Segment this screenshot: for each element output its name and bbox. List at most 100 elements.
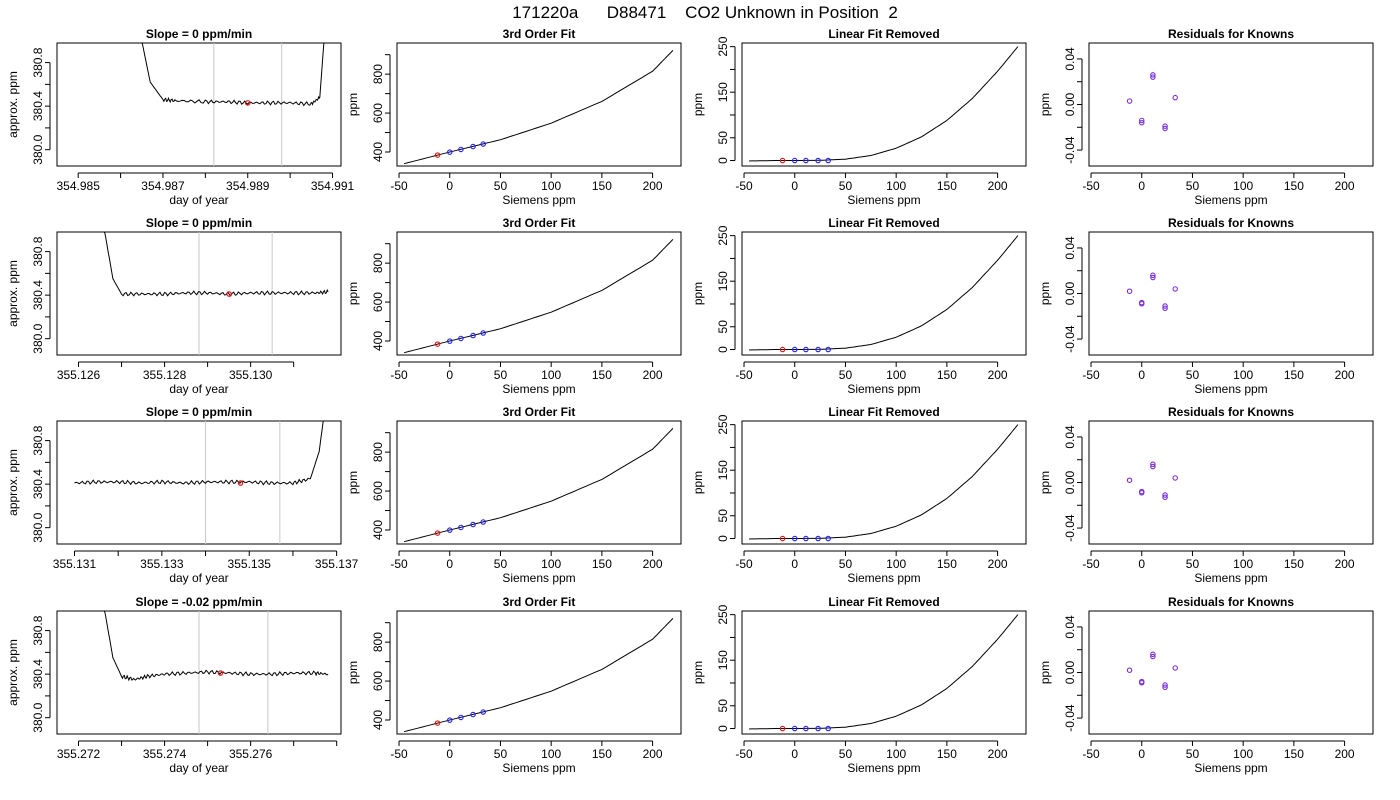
panel-title: Slope = 0 ppm/min	[146, 27, 252, 41]
panel-title: Slope = -0.02 ppm/min	[135, 595, 262, 609]
data-point	[1150, 272, 1156, 279]
y-tick-label: 400	[371, 710, 385, 730]
data-line	[103, 610, 329, 682]
data-point	[803, 725, 809, 732]
data-point	[1172, 94, 1178, 101]
data-point	[803, 346, 809, 353]
x-tick-label: 200	[1335, 747, 1355, 761]
data-point	[1172, 286, 1178, 292]
data-point	[1172, 475, 1178, 481]
data-point	[1162, 492, 1168, 498]
x-tick-label: 200	[988, 747, 1008, 761]
y-tick-label: 0	[716, 346, 730, 353]
x-tick-label: 50	[494, 179, 508, 193]
x-tick-label: 50	[839, 557, 853, 571]
data-line	[749, 424, 1019, 540]
x-axis-label: Siemens ppm	[502, 382, 575, 396]
x-tick-label: 100	[886, 747, 906, 761]
data-point	[1162, 682, 1168, 688]
plot-frame	[56, 420, 342, 545]
x-tick-label: 50	[839, 747, 853, 761]
y-tick-label: 50	[716, 509, 730, 523]
x-tick-label: 100	[886, 179, 906, 193]
data-point	[470, 143, 476, 150]
data-point	[825, 535, 831, 542]
panel-r3-c2: 3rd Order Fit -50 0 50 100 150 200 Siemens ppm 4…	[346, 405, 682, 585]
data-point	[815, 725, 821, 732]
panel-r4-c4: Residuals for Knowns -50 0 50 100 150 200 Sieme…	[1038, 595, 1374, 775]
x-tick-label: 100	[1233, 179, 1253, 193]
x-tick-label: 50	[839, 179, 853, 193]
x-tick-label: 50	[494, 747, 508, 761]
panel-r3-c4: Residuals for Knowns -50 0 50 100 150 200 Sieme…	[1038, 405, 1374, 585]
x-tick-label: 200	[643, 368, 663, 382]
panel-r2-c3: Linear Fit Removed -50 0 50 100 150 200 Siemens…	[691, 216, 1027, 396]
y-tick-label: 380.8	[31, 425, 45, 455]
y-tick-label: 800	[371, 64, 385, 84]
panel-r2-c4: Residuals for Knowns -50 0 50 100 150 200 Sieme…	[1038, 216, 1374, 396]
x-tick-label: 354.991	[311, 179, 355, 193]
x-tick-label: 0	[1138, 747, 1145, 761]
x-axis-label: day of year	[169, 571, 228, 585]
y-tick-label: 0.00	[1063, 660, 1077, 684]
data-point	[779, 535, 786, 542]
y-tick-label: 400	[371, 520, 385, 540]
y-axis-label: ppm	[1038, 282, 1052, 305]
y-axis-label: approx. ppm	[6, 260, 20, 327]
x-tick-label: 100	[886, 557, 906, 571]
panel-title: 3rd Order Fit	[503, 595, 576, 609]
x-axis-label: Siemens ppm	[847, 761, 920, 775]
y-tick-label: -0.04	[1063, 514, 1077, 542]
x-tick-label: 50	[839, 368, 853, 382]
x-tick-label: 200	[643, 179, 663, 193]
x-tick-label: 0	[791, 368, 798, 382]
data-point	[434, 720, 441, 726]
x-tick-label: -50	[390, 747, 408, 761]
data-point	[446, 149, 453, 155]
x-axis-label: Siemens ppm	[1194, 193, 1267, 207]
y-axis-label: ppm	[691, 93, 705, 116]
data-line	[749, 614, 1019, 730]
x-axis-label: Siemens ppm	[502, 193, 575, 207]
x-tick-label: 355.126	[57, 368, 101, 382]
x-tick-label: 0	[791, 557, 798, 571]
x-tick-label: -50	[1082, 747, 1100, 761]
y-tick-label: 380.8	[31, 47, 45, 77]
x-axis-label: day of year	[169, 382, 228, 396]
y-tick-label: 0.04	[1063, 236, 1077, 260]
panel-r1-c4: Residuals for Knowns -50 0 50 100 150 200 Sieme…	[1038, 27, 1374, 207]
data-point	[458, 335, 464, 342]
y-axis-label: approx. ppm	[6, 449, 20, 516]
data-point	[1150, 653, 1156, 660]
y-tick-label: 150	[716, 82, 730, 102]
x-tick-label: 150	[937, 747, 957, 761]
x-tick-label: 150	[592, 179, 612, 193]
x-tick-label: 354.987	[141, 179, 185, 193]
y-axis-label: ppm	[346, 93, 360, 116]
panel-r2-c1: Slope = 0 ppm/min 355.126 355.128 355.130da…	[6, 216, 342, 396]
data-point	[480, 330, 486, 336]
x-tick-label: 0	[446, 557, 453, 571]
x-axis-label: day of year	[169, 193, 228, 207]
panel-r4-c1: Slope = -0.02 ppm/min 355.272 355.274 355.2…	[6, 595, 342, 775]
x-tick-label: -50	[735, 557, 753, 571]
x-tick-label: 355.137	[315, 557, 359, 571]
y-tick-label: 250	[716, 414, 730, 434]
y-axis-label: ppm	[346, 282, 360, 305]
data-point	[1150, 463, 1156, 470]
x-tick-label: 50	[494, 557, 508, 571]
panel-title: Residuals for Knowns	[1168, 595, 1294, 609]
x-tick-label: 0	[1138, 368, 1145, 382]
y-tick-label: 400	[371, 142, 385, 162]
data-point	[1162, 684, 1168, 691]
x-axis-label: Siemens ppm	[1194, 382, 1267, 396]
data-point	[1150, 651, 1156, 658]
x-axis-label: Siemens ppm	[847, 382, 920, 396]
data-point	[825, 346, 831, 353]
x-tick-label: 50	[1186, 557, 1200, 571]
y-axis-label: ppm	[1038, 471, 1052, 494]
panel-title: 3rd Order Fit	[503, 405, 576, 419]
figure-title: 171220a D88471 CO2 Unknown in Position 2	[512, 3, 898, 22]
y-axis-label: ppm	[346, 471, 360, 494]
x-tick-label: 100	[1233, 747, 1253, 761]
